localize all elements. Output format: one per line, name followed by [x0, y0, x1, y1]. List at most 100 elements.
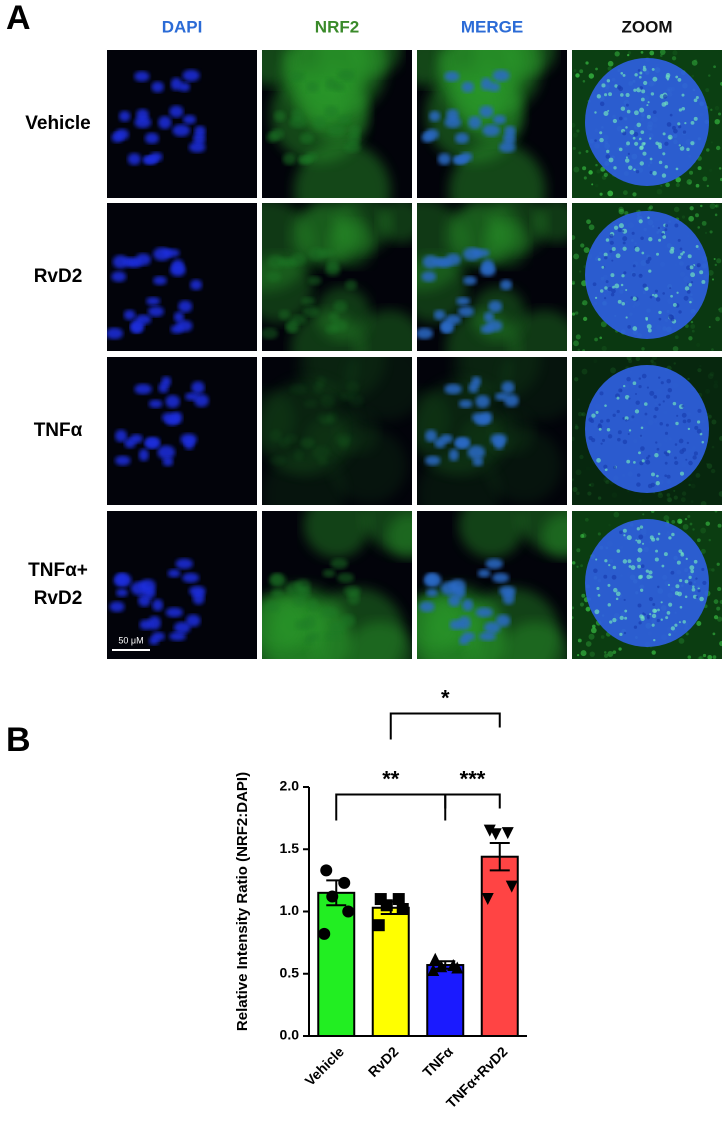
speckle — [579, 454, 584, 460]
speckle — [605, 154, 611, 159]
speckle — [620, 283, 624, 287]
speckle — [647, 216, 650, 220]
speckle — [673, 362, 676, 365]
speckle — [688, 215, 694, 222]
speckle — [618, 116, 623, 121]
nucleus — [337, 572, 355, 583]
nucleus — [308, 247, 326, 261]
nucleus — [188, 141, 206, 153]
speckle — [650, 359, 654, 363]
speckle — [715, 316, 720, 322]
speckle — [646, 324, 652, 329]
nucleus — [175, 558, 194, 570]
zoom-nucleus — [585, 519, 709, 647]
speckle — [610, 292, 615, 297]
speckle — [709, 203, 716, 210]
nucleus — [422, 255, 439, 269]
speckle — [603, 110, 609, 116]
speckle — [645, 569, 649, 573]
speckle — [658, 160, 663, 165]
speckle — [607, 60, 614, 67]
speckle — [621, 274, 625, 278]
data-point — [372, 919, 385, 932]
speckle — [639, 161, 644, 166]
speckle — [649, 50, 655, 56]
speckle — [711, 445, 715, 449]
speckle — [631, 415, 635, 419]
bar — [426, 964, 465, 1037]
speckle — [615, 253, 621, 259]
speckle — [682, 419, 687, 424]
speckle — [636, 557, 642, 563]
nucleus — [130, 320, 145, 333]
speckle — [649, 390, 655, 396]
speckle — [647, 328, 652, 333]
nucleus — [498, 141, 516, 153]
speckle — [706, 463, 713, 469]
speckle — [639, 525, 644, 529]
speckle — [577, 348, 581, 351]
speckle — [609, 249, 613, 253]
speckle — [647, 206, 652, 211]
speckle — [613, 166, 617, 170]
speckle — [628, 359, 633, 364]
speckle — [710, 108, 713, 112]
nucleus — [326, 411, 338, 424]
speckle — [619, 530, 623, 535]
nucleus — [424, 128, 440, 141]
speckle — [637, 69, 641, 72]
speckle — [708, 567, 713, 572]
speckle — [646, 614, 650, 618]
micrograph — [417, 50, 567, 198]
speckle — [680, 252, 684, 256]
nucleus — [269, 128, 285, 141]
bar-chart: 0.0 0.5 1.0 1.5 2.0 Relative Intensity Ratio … — [234, 685, 527, 1111]
speckle — [666, 474, 671, 479]
speckle — [576, 654, 580, 657]
speckle — [696, 263, 701, 268]
speckle — [585, 641, 592, 647]
nucleus — [462, 599, 474, 612]
nucleus — [322, 569, 336, 578]
nucleus — [324, 105, 339, 118]
speckle — [622, 559, 628, 564]
speckle — [588, 435, 593, 441]
speckle — [695, 473, 701, 478]
speckle — [632, 264, 636, 268]
nucleus — [148, 636, 160, 646]
speckle — [714, 213, 718, 217]
speckle — [654, 557, 659, 562]
speckle — [624, 609, 628, 613]
speckle — [615, 597, 619, 601]
nucleus — [270, 588, 283, 597]
cytoplasm — [387, 513, 412, 559]
cytoplasm — [470, 286, 526, 342]
data-point — [451, 961, 464, 974]
speckle — [649, 535, 654, 540]
nucleus — [325, 77, 338, 91]
speckle — [641, 373, 647, 379]
speckle — [623, 384, 626, 388]
speckle — [652, 171, 657, 176]
image-background — [107, 50, 257, 198]
cytoplasm — [448, 142, 546, 198]
speckle — [671, 56, 677, 61]
speckle — [675, 584, 680, 589]
speckle — [674, 623, 678, 627]
speckle — [673, 495, 678, 500]
nucleus — [262, 327, 279, 340]
speckle — [595, 163, 598, 167]
nucleus — [115, 573, 128, 586]
speckle — [678, 438, 684, 444]
speckle — [705, 389, 710, 394]
speckle — [690, 483, 696, 489]
speckle — [699, 432, 703, 436]
speckle — [678, 549, 683, 554]
speckle — [661, 564, 665, 568]
speckle — [611, 288, 616, 294]
speckle — [575, 491, 580, 496]
speckle — [718, 307, 722, 313]
speckle — [577, 398, 580, 401]
speckle — [692, 528, 695, 531]
speckle — [626, 535, 632, 541]
